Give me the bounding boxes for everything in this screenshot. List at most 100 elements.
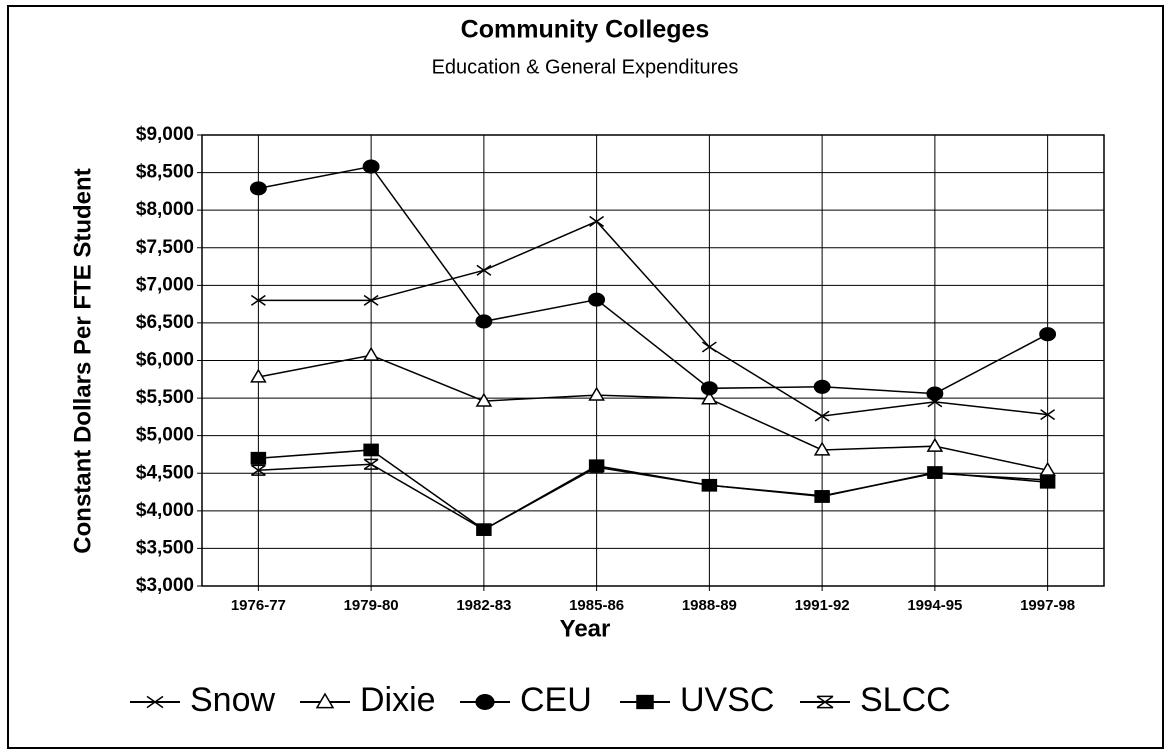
marker [701,341,717,353]
y-tick-label: $6,000 [136,350,194,371]
marker [814,410,830,422]
marker [476,523,492,536]
marker-x [250,294,266,306]
marker [362,159,380,174]
x-tick-label: 1994-95 [907,597,962,614]
marker-triangle [813,441,831,456]
y-tick-label: $8,000 [136,199,194,220]
chart-subtitle: Education & General Expenditures [432,56,739,78]
marker [1040,409,1056,421]
legend-label: CEU [520,681,592,719]
marker-circle [700,381,718,396]
y-tick-label: $4,000 [136,500,194,521]
marker-x [701,341,717,353]
series-line [258,165,1048,395]
marker [588,386,605,401]
marker [1039,475,1056,489]
y-tick-label: $7,500 [136,237,194,258]
marker-circle [249,181,267,196]
marker [250,451,267,465]
legend-label: UVSC [680,681,774,719]
marker [250,368,267,383]
marker-square [363,443,379,457]
chart-title: Community Colleges [461,16,710,44]
y-tick-label: $8,500 [136,162,194,183]
marker-triangle [315,692,335,709]
marker [475,392,493,407]
marker-square [588,459,605,473]
marker-x [146,695,164,709]
marker-circle [475,314,493,329]
marker-circle [926,386,944,401]
marker-x [814,410,830,422]
marker-x [1040,409,1056,421]
x-tick-label: 1979-80 [344,597,399,614]
y-tick-label: $9,000 [136,124,194,145]
y-tick-label: $4,500 [136,462,194,483]
y-tick-label: $5,000 [136,425,194,446]
marker [589,461,605,473]
y-tick-label: $6,500 [136,312,194,333]
marker-circle [475,694,495,710]
marker-star [701,479,717,491]
marker [636,694,654,710]
marker-square [250,451,267,465]
x-tick-label: 1988-89 [682,597,737,614]
marker [926,437,944,452]
marker-star [814,490,830,502]
marker [362,346,380,361]
marker [926,386,944,401]
marker [927,467,943,479]
marker-x [589,215,605,227]
marker-triangle [926,437,944,452]
marker-square [636,694,654,710]
marker-triangle [250,368,267,383]
marker [701,390,718,405]
marker [816,695,834,709]
y-axis-label: Constant Dollars Per FTE Student [69,168,96,553]
marker-star [1040,474,1056,486]
marker-triangle [362,346,380,361]
marker-x [476,264,492,276]
marker [250,294,266,306]
marker [249,181,267,196]
marker [701,479,717,491]
marker-star [816,695,834,709]
marker-square [1039,475,1056,489]
marker [363,294,379,306]
legend-label: SLCC [860,681,951,719]
marker [588,292,606,307]
y-tick-label: $3,000 [136,575,194,596]
marker [363,458,379,470]
marker [1040,474,1056,486]
marker [700,381,718,396]
marker-star [589,461,605,473]
series-line [258,449,1048,531]
x-axis-label: Year [560,615,611,642]
marker [315,692,335,709]
marker-star [476,523,492,536]
x-tick-label: 1985-86 [569,597,624,614]
x-tick-label: 1991-92 [795,597,850,614]
marker [589,215,605,227]
marker [476,264,492,276]
marker [475,314,493,329]
x-tick-label: 1976-77 [231,597,286,614]
marker [813,441,831,456]
y-tick-label: $7,000 [136,274,194,295]
x-tick-label: 1997-98 [1020,597,1075,614]
marker-triangle [475,392,493,407]
series-line [258,220,1048,417]
marker-star [927,467,943,479]
marker [475,694,495,710]
marker [146,695,164,709]
y-tick-label: $3,500 [136,537,194,558]
marker [250,464,266,476]
series-line [258,354,1048,471]
marker [813,379,831,394]
marker-circle [1039,327,1057,342]
legend-label: Snow [190,681,275,719]
marker-triangle [701,390,718,405]
marker [363,443,379,457]
